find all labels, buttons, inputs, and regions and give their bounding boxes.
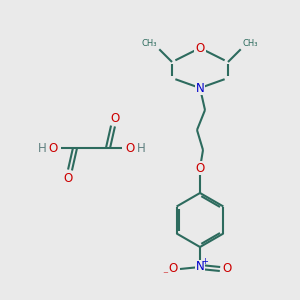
Text: N: N	[196, 82, 204, 94]
Text: ⁻: ⁻	[162, 270, 168, 280]
Text: H: H	[136, 142, 146, 154]
Text: O: O	[195, 161, 205, 175]
Text: O: O	[110, 112, 120, 124]
Text: CH₃: CH₃	[142, 39, 157, 48]
Text: CH₃: CH₃	[243, 39, 258, 48]
Text: N: N	[196, 260, 204, 274]
Text: H: H	[38, 142, 46, 154]
Text: +: +	[202, 257, 208, 266]
Text: O: O	[222, 262, 232, 275]
Text: O: O	[168, 262, 178, 275]
Text: O: O	[63, 172, 73, 184]
Text: O: O	[125, 142, 135, 154]
Text: O: O	[48, 142, 58, 154]
Text: O: O	[195, 41, 205, 55]
